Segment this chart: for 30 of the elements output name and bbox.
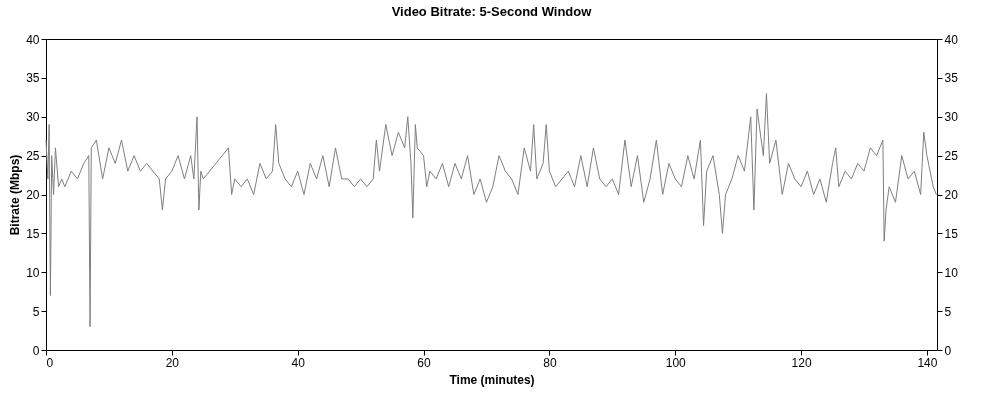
y-tick-label: 20	[26, 188, 40, 202]
x-tick-label: 100	[665, 355, 687, 370]
y2-tick-label: 25	[944, 149, 959, 164]
x-tick-label: 20	[165, 355, 180, 370]
y-axis-title: Bitrate (Mbps)	[8, 154, 23, 236]
y2-tick-label: 0	[944, 343, 952, 358]
y2-tick-label: 5	[944, 304, 952, 319]
y2-tick-label: 35	[944, 71, 959, 86]
y-tick-label: 25	[26, 149, 40, 164]
y2-tick-label: 20	[944, 188, 959, 202]
x-axis-title: Time (minutes)	[449, 372, 535, 387]
y2-tick-label: 40	[944, 32, 959, 47]
x-tick-label: 120	[791, 355, 812, 370]
x-tick-label: 60	[417, 355, 432, 370]
y2-tick-label: 30	[944, 110, 959, 125]
x-tick-label: 0	[46, 355, 54, 370]
y-tick-label: 10	[26, 265, 40, 280]
x-tick-label: 80	[543, 355, 557, 370]
y2-tick-label: 10	[944, 265, 959, 280]
y-tick-label: 35	[26, 71, 40, 86]
chart-title: Video Bitrate: 5-Second Window	[391, 4, 593, 19]
y-tick-label: 0	[32, 343, 40, 358]
x-tick-label: 140	[917, 355, 938, 370]
x-tick-label: 40	[291, 355, 306, 370]
y-tick-label: 30	[26, 110, 40, 125]
y-tick-label: 5	[32, 304, 40, 319]
y-tick-label: 15	[26, 226, 40, 241]
y2-tick-label: 15	[944, 226, 959, 241]
y-tick-label: 40	[26, 32, 40, 47]
line-series	[45, 92, 937, 328]
